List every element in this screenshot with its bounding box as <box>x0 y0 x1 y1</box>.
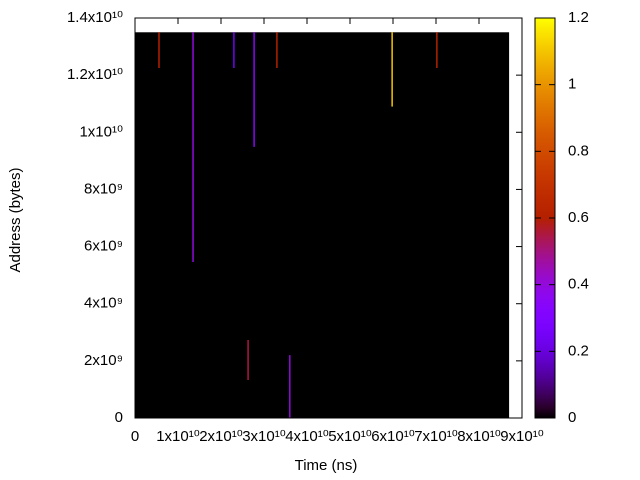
x-tick-label: 5x10¹⁰ <box>328 428 372 445</box>
colorbar-tick-label: 1 <box>568 76 576 93</box>
colorbar-tick-label: 0.8 <box>568 142 589 159</box>
y-tick-label: 6x10⁹ <box>84 238 123 255</box>
x-tick-label: 9x10¹⁰ <box>500 428 544 445</box>
heatmap-background <box>135 32 510 419</box>
y-tick-label: 4x10⁹ <box>84 295 123 312</box>
y-tick-label: 1x10¹⁰ <box>79 123 123 140</box>
y-tick-label: 2x10⁹ <box>84 352 123 369</box>
x-axis-label: Time (ns) <box>295 457 358 474</box>
x-tick-label: 7x10¹⁰ <box>414 428 458 445</box>
plot-border <box>134 17 523 419</box>
y-tick-label: 0 <box>115 409 123 426</box>
x-tick-label: 1x10¹⁰ <box>156 428 200 445</box>
colorbar-tick-label: 0.6 <box>568 209 589 226</box>
y-tick-label: 1.4x10¹⁰ <box>67 9 123 26</box>
colorbar-tick-label: 0.4 <box>568 276 589 293</box>
colorbar-tick-label: 1.2 <box>568 9 589 26</box>
y-tick-label: 1.2x10¹⁰ <box>67 66 123 83</box>
y-axis-label: Address (bytes) <box>7 167 24 272</box>
colorbar-tick-label: 0.2 <box>568 342 589 359</box>
x-tick-label: 3x10¹⁰ <box>242 428 286 445</box>
x-tick-label: 8x10¹⁰ <box>457 428 501 445</box>
x-tick-label: 2x10¹⁰ <box>199 428 243 445</box>
colorbar-tick-label: 0 <box>568 409 576 426</box>
x-tick-label: 6x10¹⁰ <box>371 428 415 445</box>
x-tick-label: 4x10¹⁰ <box>285 428 329 445</box>
x-tick-label: 0 <box>131 428 139 445</box>
y-tick-label: 8x10⁹ <box>84 180 123 197</box>
